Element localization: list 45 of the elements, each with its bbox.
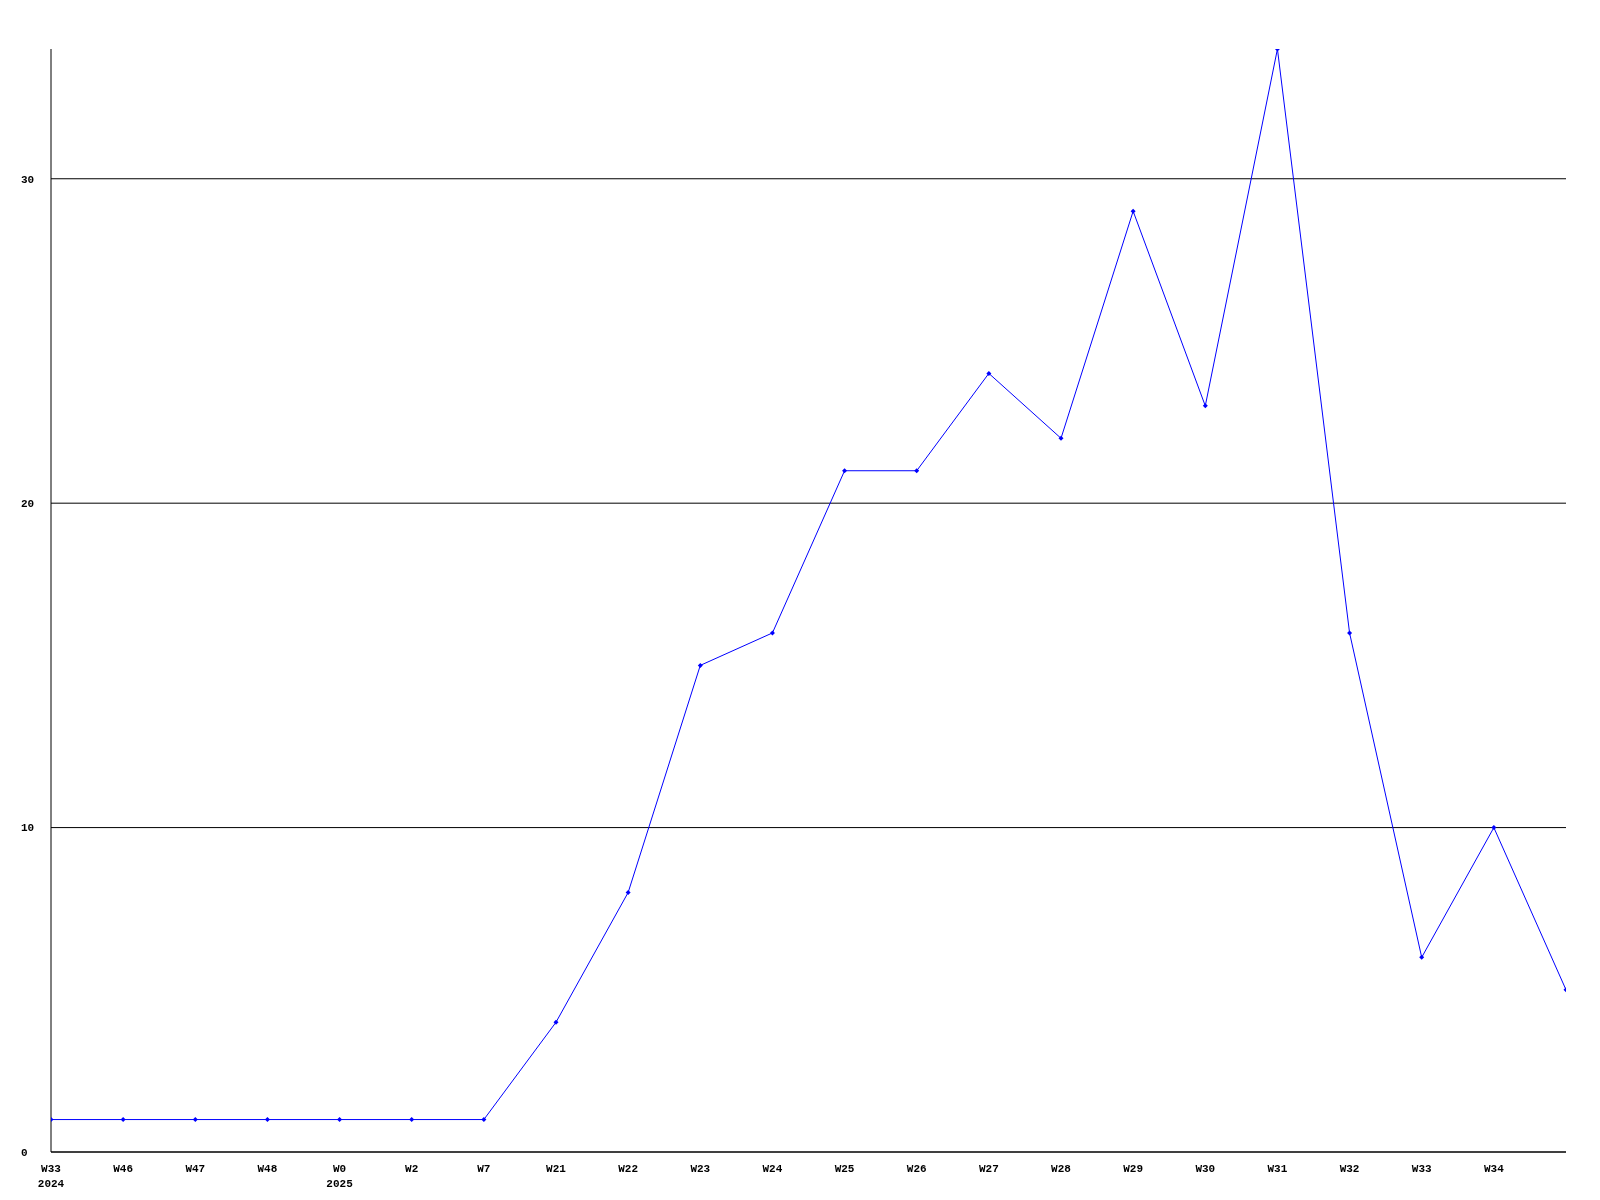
point (842, 468, 848, 474)
point (409, 1117, 415, 1123)
x-tick-label: W33 2024 (37, 1163, 65, 1190)
x-tick-label: W0 2025 (326, 1163, 354, 1190)
x-tick-label: W48 (257, 1163, 278, 1175)
y-tick-label: 10 (21, 822, 35, 835)
x-tick-label: W2 (405, 1163, 419, 1175)
point (264, 1117, 270, 1123)
x-tick-label: W26 (906, 1163, 927, 1175)
x-tick-label: W32 (1339, 1163, 1360, 1175)
x-tick-label: W21 (546, 1163, 567, 1175)
x-tick-label: W33 (1411, 1163, 1433, 1175)
x-tick-label: W23 (690, 1163, 711, 1175)
x-tick-label: W31 (1267, 1163, 1288, 1175)
point (914, 468, 920, 474)
point (192, 1117, 198, 1123)
point (1347, 630, 1353, 636)
point (553, 1019, 559, 1025)
point (481, 1117, 487, 1123)
point (1058, 435, 1064, 441)
point (986, 370, 992, 376)
x-tick-label: W34 (1483, 1163, 1505, 1175)
point (769, 630, 775, 636)
x-tick-label: W25 (834, 1163, 855, 1175)
point (1419, 954, 1425, 960)
point (625, 889, 631, 895)
point (337, 1117, 343, 1123)
x-tick-label: W28 (1051, 1163, 1072, 1175)
x-tick-label: W22 (618, 1163, 639, 1175)
y-tick-label: 0 (21, 1146, 28, 1159)
line-series (51, 49, 1566, 1123)
point (120, 1117, 126, 1123)
x-tick-label: W30 (1195, 1163, 1216, 1175)
x-tick-label: W47 (185, 1163, 206, 1175)
point (1130, 208, 1136, 214)
y-tick-label: 30 (21, 173, 35, 186)
x-tick-label: W7 (477, 1163, 491, 1175)
point (1202, 403, 1208, 409)
x-tick-label: W27 (978, 1163, 999, 1175)
y-tick-label: 20 (21, 498, 35, 511)
point (1491, 825, 1497, 831)
x-tick-label: W46 (113, 1163, 134, 1175)
point (697, 662, 703, 668)
x-tick-label: W29 (1123, 1163, 1144, 1175)
x-tick-label: W24 (762, 1163, 783, 1175)
